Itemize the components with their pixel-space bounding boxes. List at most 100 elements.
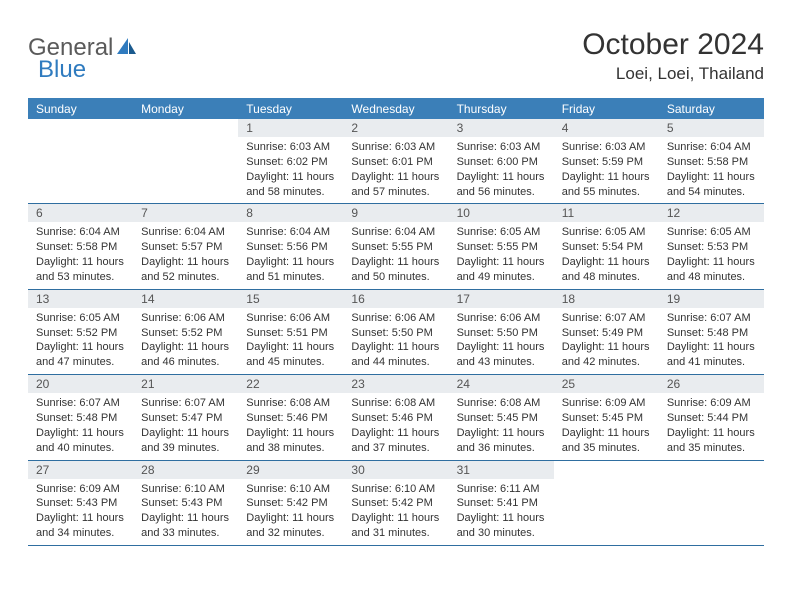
day-number: 3: [449, 119, 554, 137]
day-detail: Sunrise: 6:08 AMSunset: 5:46 PMDaylight:…: [238, 393, 343, 459]
day-number: 9: [343, 204, 448, 222]
day-cell: 20Sunrise: 6:07 AMSunset: 5:48 PMDayligh…: [28, 375, 133, 459]
week-row: 27Sunrise: 6:09 AMSunset: 5:43 PMDayligh…: [28, 461, 764, 546]
day-number: 8: [238, 204, 343, 222]
day-detail: Sunrise: 6:06 AMSunset: 5:52 PMDaylight:…: [133, 308, 238, 374]
day-number: 7: [133, 204, 238, 222]
day-detail: Sunrise: 6:03 AMSunset: 5:59 PMDaylight:…: [554, 137, 659, 203]
day-cell: 7Sunrise: 6:04 AMSunset: 5:57 PMDaylight…: [133, 204, 238, 288]
day-number: 15: [238, 290, 343, 308]
day-detail: Sunrise: 6:08 AMSunset: 5:45 PMDaylight:…: [449, 393, 554, 459]
day-detail: Sunrise: 6:05 AMSunset: 5:54 PMDaylight:…: [554, 222, 659, 288]
day-number: 6: [28, 204, 133, 222]
day-cell: 12Sunrise: 6:05 AMSunset: 5:53 PMDayligh…: [659, 204, 764, 288]
title-block: October 2024 Loei, Loei, Thailand: [582, 28, 764, 84]
day-number: 22: [238, 375, 343, 393]
logo-blue-row: Blue: [38, 56, 86, 84]
day-detail: Sunrise: 6:06 AMSunset: 5:50 PMDaylight:…: [449, 308, 554, 374]
day-cell: 29Sunrise: 6:10 AMSunset: 5:42 PMDayligh…: [238, 461, 343, 545]
day-number: 2: [343, 119, 448, 137]
day-number: 25: [554, 375, 659, 393]
week-row: 20Sunrise: 6:07 AMSunset: 5:48 PMDayligh…: [28, 375, 764, 460]
day-detail: Sunrise: 6:03 AMSunset: 6:02 PMDaylight:…: [238, 137, 343, 203]
logo-sail-icon: [116, 36, 138, 61]
day-cell: 13Sunrise: 6:05 AMSunset: 5:52 PMDayligh…: [28, 290, 133, 374]
dayhead-sunday: Sunday: [28, 100, 133, 119]
day-cell: 11Sunrise: 6:05 AMSunset: 5:54 PMDayligh…: [554, 204, 659, 288]
day-detail: Sunrise: 6:05 AMSunset: 5:53 PMDaylight:…: [659, 222, 764, 288]
day-detail: Sunrise: 6:06 AMSunset: 5:50 PMDaylight:…: [343, 308, 448, 374]
day-detail: Sunrise: 6:08 AMSunset: 5:46 PMDaylight:…: [343, 393, 448, 459]
logo-text-blue: Blue: [38, 56, 86, 83]
day-detail: Sunrise: 6:09 AMSunset: 5:43 PMDaylight:…: [28, 479, 133, 545]
day-number: 13: [28, 290, 133, 308]
day-detail: Sunrise: 6:03 AMSunset: 6:00 PMDaylight:…: [449, 137, 554, 203]
day-detail: Sunrise: 6:04 AMSunset: 5:58 PMDaylight:…: [659, 137, 764, 203]
week-row: 1Sunrise: 6:03 AMSunset: 6:02 PMDaylight…: [28, 119, 764, 204]
day-number: 27: [28, 461, 133, 479]
day-detail: Sunrise: 6:03 AMSunset: 6:01 PMDaylight:…: [343, 137, 448, 203]
day-number: 12: [659, 204, 764, 222]
day-detail: Sunrise: 6:07 AMSunset: 5:47 PMDaylight:…: [133, 393, 238, 459]
day-number: 4: [554, 119, 659, 137]
dayhead-thursday: Thursday: [449, 100, 554, 119]
day-detail: Sunrise: 6:07 AMSunset: 5:49 PMDaylight:…: [554, 308, 659, 374]
day-number: 18: [554, 290, 659, 308]
day-detail: Sunrise: 6:10 AMSunset: 5:42 PMDaylight:…: [238, 479, 343, 545]
day-detail: Sunrise: 6:04 AMSunset: 5:55 PMDaylight:…: [343, 222, 448, 288]
day-cell: 24Sunrise: 6:08 AMSunset: 5:45 PMDayligh…: [449, 375, 554, 459]
day-detail: Sunrise: 6:04 AMSunset: 5:56 PMDaylight:…: [238, 222, 343, 288]
location-text: Loei, Loei, Thailand: [582, 64, 764, 84]
day-number: 29: [238, 461, 343, 479]
day-detail: Sunrise: 6:04 AMSunset: 5:57 PMDaylight:…: [133, 222, 238, 288]
day-number: 14: [133, 290, 238, 308]
day-detail: Sunrise: 6:06 AMSunset: 5:51 PMDaylight:…: [238, 308, 343, 374]
day-number: 20: [28, 375, 133, 393]
empty-cell: [133, 119, 238, 203]
day-cell: 21Sunrise: 6:07 AMSunset: 5:47 PMDayligh…: [133, 375, 238, 459]
dayhead-monday: Monday: [133, 100, 238, 119]
day-cell: 18Sunrise: 6:07 AMSunset: 5:49 PMDayligh…: [554, 290, 659, 374]
day-number: 30: [343, 461, 448, 479]
day-cell: 4Sunrise: 6:03 AMSunset: 5:59 PMDaylight…: [554, 119, 659, 203]
day-number: 31: [449, 461, 554, 479]
day-detail: Sunrise: 6:10 AMSunset: 5:43 PMDaylight:…: [133, 479, 238, 545]
day-number: 1: [238, 119, 343, 137]
day-cell: 10Sunrise: 6:05 AMSunset: 5:55 PMDayligh…: [449, 204, 554, 288]
day-number: 5: [659, 119, 764, 137]
day-detail: Sunrise: 6:09 AMSunset: 5:44 PMDaylight:…: [659, 393, 764, 459]
day-cell: 23Sunrise: 6:08 AMSunset: 5:46 PMDayligh…: [343, 375, 448, 459]
day-cell: 31Sunrise: 6:11 AMSunset: 5:41 PMDayligh…: [449, 461, 554, 545]
day-detail: Sunrise: 6:04 AMSunset: 5:58 PMDaylight:…: [28, 222, 133, 288]
day-cell: 30Sunrise: 6:10 AMSunset: 5:42 PMDayligh…: [343, 461, 448, 545]
day-cell: 17Sunrise: 6:06 AMSunset: 5:50 PMDayligh…: [449, 290, 554, 374]
day-cell: 19Sunrise: 6:07 AMSunset: 5:48 PMDayligh…: [659, 290, 764, 374]
day-cell: 5Sunrise: 6:04 AMSunset: 5:58 PMDaylight…: [659, 119, 764, 203]
day-cell: 15Sunrise: 6:06 AMSunset: 5:51 PMDayligh…: [238, 290, 343, 374]
empty-cell: [659, 461, 764, 545]
day-cell: 1Sunrise: 6:03 AMSunset: 6:02 PMDaylight…: [238, 119, 343, 203]
day-cell: 6Sunrise: 6:04 AMSunset: 5:58 PMDaylight…: [28, 204, 133, 288]
week-row: 13Sunrise: 6:05 AMSunset: 5:52 PMDayligh…: [28, 290, 764, 375]
day-number: 21: [133, 375, 238, 393]
day-number: 26: [659, 375, 764, 393]
day-cell: 22Sunrise: 6:08 AMSunset: 5:46 PMDayligh…: [238, 375, 343, 459]
dayhead-saturday: Saturday: [659, 100, 764, 119]
weeks-container: 1Sunrise: 6:03 AMSunset: 6:02 PMDaylight…: [28, 119, 764, 546]
day-cell: 8Sunrise: 6:04 AMSunset: 5:56 PMDaylight…: [238, 204, 343, 288]
day-cell: 9Sunrise: 6:04 AMSunset: 5:55 PMDaylight…: [343, 204, 448, 288]
day-detail: Sunrise: 6:11 AMSunset: 5:41 PMDaylight:…: [449, 479, 554, 545]
header: General October 2024 Loei, Loei, Thailan…: [28, 28, 764, 84]
day-cell: 25Sunrise: 6:09 AMSunset: 5:45 PMDayligh…: [554, 375, 659, 459]
day-detail: Sunrise: 6:07 AMSunset: 5:48 PMDaylight:…: [659, 308, 764, 374]
empty-cell: [28, 119, 133, 203]
day-cell: 14Sunrise: 6:06 AMSunset: 5:52 PMDayligh…: [133, 290, 238, 374]
day-detail: Sunrise: 6:05 AMSunset: 5:55 PMDaylight:…: [449, 222, 554, 288]
day-cell: 27Sunrise: 6:09 AMSunset: 5:43 PMDayligh…: [28, 461, 133, 545]
day-cell: 28Sunrise: 6:10 AMSunset: 5:43 PMDayligh…: [133, 461, 238, 545]
dayhead-friday: Friday: [554, 100, 659, 119]
calendar: Sunday Monday Tuesday Wednesday Thursday…: [28, 98, 764, 546]
dayhead-wednesday: Wednesday: [343, 100, 448, 119]
day-number: 10: [449, 204, 554, 222]
day-number: 24: [449, 375, 554, 393]
